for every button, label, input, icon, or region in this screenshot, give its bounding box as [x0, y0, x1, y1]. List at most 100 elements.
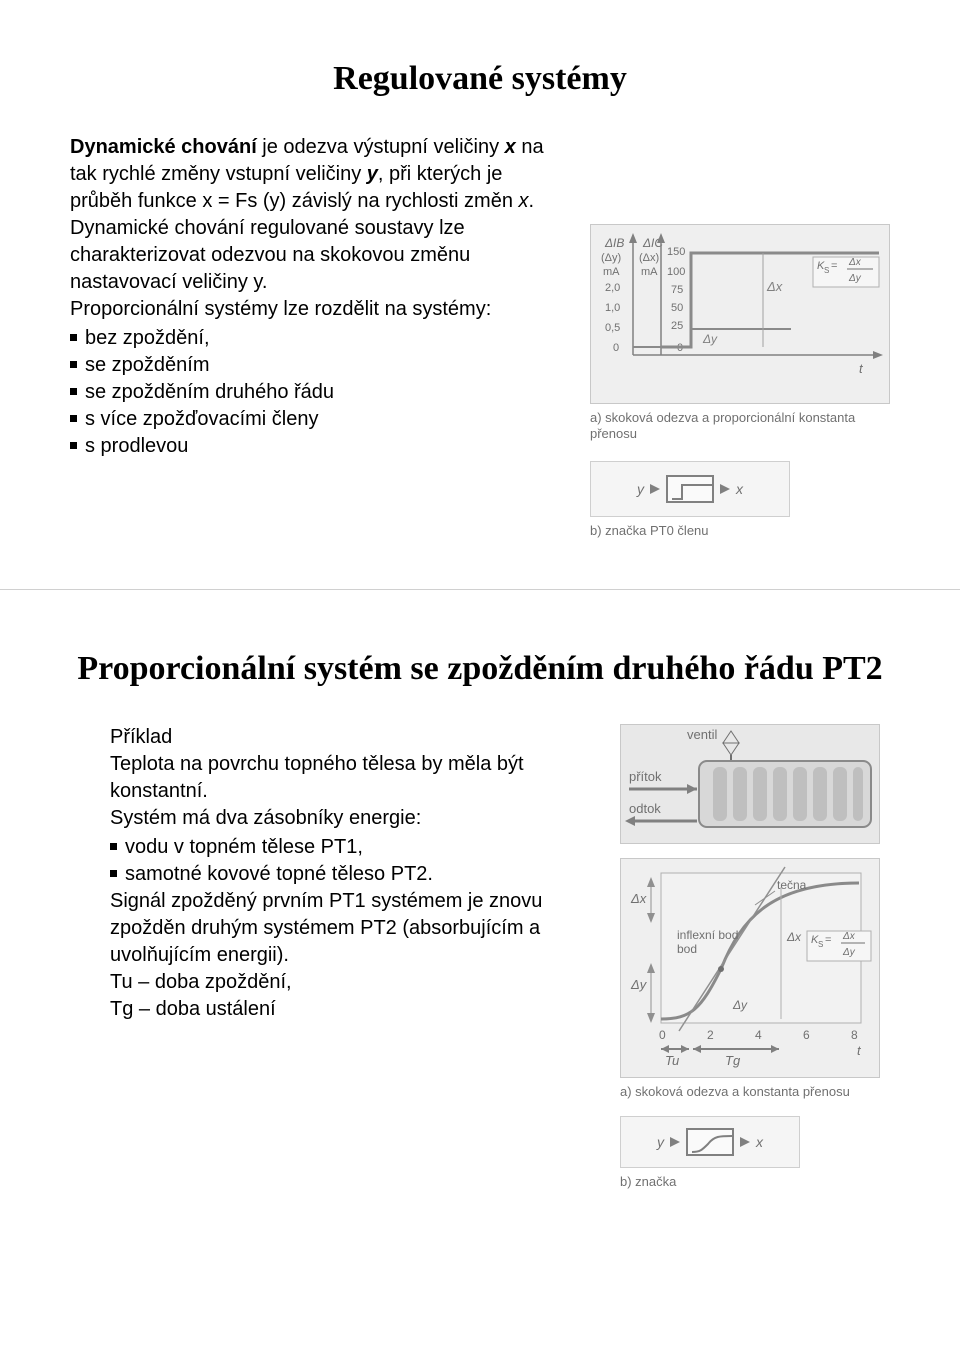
svg-text:Δy: Δy [842, 947, 856, 958]
symbol-x: x [736, 481, 743, 497]
svg-text:Δx: Δx [842, 931, 856, 942]
y-right-label-sub: (Δx) [639, 252, 659, 264]
slide-1: Regulované systémy Dynamické chování je … [0, 0, 960, 589]
list-item-label: bez zpoždění, [85, 325, 210, 352]
radiator-figure: ventil přítok [620, 724, 880, 844]
slide-1-title: Regulované systémy [70, 60, 890, 98]
tick: 1,0 [605, 302, 620, 314]
y-left-unit: mA [603, 266, 620, 278]
list-item: se zpožděním [70, 352, 566, 379]
arrow-icon [650, 484, 660, 494]
arrow-icon [670, 1137, 680, 1147]
annot-dy: Δy [702, 332, 718, 346]
slide-2-title: Proporcionální systém se zpožděním druhé… [70, 650, 890, 688]
slide-2-para-5: Tg – doba ustálení [110, 996, 596, 1023]
annot-dx: Δx [630, 891, 647, 906]
x-label: t [859, 361, 864, 376]
pt0-symbol-caption: b) značka PT0 členu [590, 523, 890, 539]
tick: 0,5 [605, 322, 620, 334]
symbol-block [666, 475, 714, 503]
run-i: x [519, 190, 529, 212]
bullet-icon [110, 843, 117, 850]
list-item: s více zpožďovacími členy [70, 406, 566, 433]
pt2-symbol: y x [620, 1116, 800, 1168]
step-response-svg: ΔIB (Δy) mA 2,0 1,0 0,5 0 ΔIC (Δx) mA 15… [591, 225, 891, 405]
tick: 2 [707, 1028, 714, 1042]
symbol-x: x [756, 1134, 763, 1150]
list-item: se zpožděním druhého řádu [70, 379, 566, 406]
x-label: t [857, 1043, 862, 1058]
list-item: samotné kovové topné těleso PT2. [110, 861, 596, 888]
arrow-icon [740, 1137, 750, 1147]
slide-2-text-column: Příklad Teplota na povrchu topného těles… [70, 724, 596, 1023]
pt0-symbol: y x [590, 461, 790, 517]
tg-label: Tg [725, 1053, 741, 1068]
tick: 0 [659, 1028, 666, 1042]
step-response-caption: a) skoková odezva a proporcionální konst… [590, 410, 890, 443]
slide-2: Proporcionální systém se zpožděním druhé… [0, 589, 960, 1241]
label-valve: ventil [687, 727, 717, 742]
step-response-figure: ΔIB (Δy) mA 2,0 1,0 0,5 0 ΔIC (Δx) mA 15… [590, 224, 890, 404]
slide-1-figure-column: ΔIB (Δy) mA 2,0 1,0 0,5 0 ΔIC (Δx) mA 15… [590, 224, 890, 539]
tu-label: Tu [665, 1053, 679, 1068]
slide-2-bullet-list: vodu v topném tělese PT1, samotné kovové… [110, 834, 596, 888]
label-inflow: přítok [629, 769, 662, 784]
slide-1-para-3: Proporcionální systémy lze rozdělit na s… [70, 296, 566, 323]
slide-1-bullet-list: bez zpoždění, se zpožděním se zpožděním … [70, 325, 566, 460]
slide-2-para-1: Teplota na povrchu topného tělesa by měl… [110, 751, 596, 805]
svg-text:Δy: Δy [732, 998, 748, 1012]
tick: 50 [671, 302, 683, 314]
slide-2-figure-column: ventil přítok [620, 724, 890, 1191]
run: . [529, 190, 535, 212]
tick: 75 [671, 284, 683, 296]
tick: 6 [803, 1028, 810, 1042]
y-right-unit: mA [641, 266, 658, 278]
slide-2-para-2: Systém má dva zásobníky energie: [110, 805, 596, 832]
y-left-label-sub: (Δy) [601, 252, 621, 264]
list-item-label: se zpožděním druhého řádu [85, 379, 334, 406]
slide-2-row: Příklad Teplota na povrchu topného těles… [70, 724, 890, 1191]
list-item-label: vodu v topném tělese PT1, [125, 834, 363, 861]
svg-text:bod: bod [677, 942, 697, 956]
run: je odezva výstupní veličiny [257, 136, 505, 158]
arrow-icon [720, 484, 730, 494]
pt2-symbol-caption: b) značka [620, 1174, 890, 1190]
list-item-label: s více zpožďovacími členy [85, 406, 319, 433]
radiator-svg: ventil přítok [621, 725, 881, 845]
tick: 2,0 [605, 282, 620, 294]
bullet-icon [70, 415, 77, 422]
run-bold: Dynamické chování [70, 136, 257, 158]
run-bi: x [505, 136, 516, 158]
list-item: bez zpoždění, [70, 325, 566, 352]
s-curve-caption: a) skoková odezva a konstanta přenosu [620, 1084, 890, 1100]
formula-den: Δy [848, 273, 862, 284]
svg-text:=: = [825, 934, 831, 946]
tick: 4 [755, 1028, 762, 1042]
formula-num: Δx [848, 257, 862, 268]
symbol-y: y [637, 481, 644, 497]
label-outflow: odtok [629, 801, 661, 816]
slide-1-text-column: Dynamické chování je odezva výstupní vel… [70, 134, 566, 460]
tick: 150 [667, 246, 685, 258]
slide-1-para-1: Dynamické chování je odezva výstupní vel… [70, 134, 566, 215]
y-left-label-top: ΔIB [604, 236, 624, 250]
svg-text:Δx: Δx [786, 930, 802, 944]
annot-dy: Δy [630, 977, 648, 992]
list-item-label: s prodlevou [85, 433, 188, 460]
tick: 8 [851, 1028, 858, 1042]
tick: 100 [667, 266, 685, 278]
annot-inflection: inflexní bod [677, 928, 738, 942]
example-label: Příklad [110, 724, 596, 751]
list-item: s prodlevou [70, 433, 566, 460]
list-item: vodu v topném tělese PT1, [110, 834, 596, 861]
svg-text:=: = [831, 260, 837, 272]
bullet-icon [70, 442, 77, 449]
annot-dx: Δx [766, 279, 783, 294]
tick: 25 [671, 320, 683, 332]
bullet-icon [70, 334, 77, 341]
bullet-icon [70, 361, 77, 368]
slide-2-para-3: Signál zpožděný prvním PT1 systémem je z… [110, 888, 596, 969]
list-item-label: samotné kovové topné těleso PT2. [125, 861, 433, 888]
tick: 0 [613, 342, 619, 354]
s-curve-figure: Δx Δy tečna inflexní bod [620, 858, 880, 1078]
